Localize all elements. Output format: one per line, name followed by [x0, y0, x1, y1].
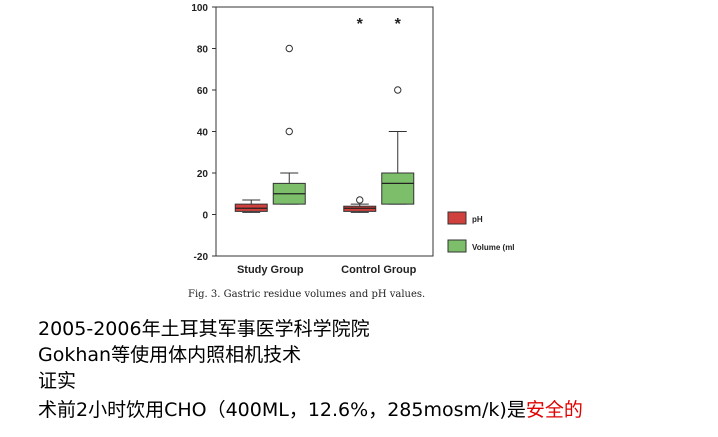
figure-caption: Fig. 3. Gastric residue volumes and pH v… — [188, 289, 426, 300]
outlier-point — [285, 127, 293, 136]
outlier-point — [356, 196, 364, 204]
slide-text-line-2: Gokhan等使用体内照相机技术 — [38, 344, 302, 366]
legend-swatch — [447, 239, 467, 253]
y-tick-label: 60 — [197, 86, 209, 97]
slide-text-line-4: 术前2小时饮用CHO（400ML，12.6%，285mosm/k)是安全的 — [38, 398, 583, 422]
box-volume — [381, 172, 415, 205]
outlier-point — [394, 86, 402, 94]
outlier-point — [285, 44, 293, 53]
slide-text-line-1: 2005-2006年土耳其军事医学科学院院 — [38, 318, 370, 340]
legend-label: pH — [472, 215, 483, 224]
x-category-label: Study Group — [237, 264, 304, 276]
y-tick-label: 0 — [202, 211, 208, 222]
figure: -20 0 20 40 60 80 100 Study Group Control Group *… — [175, 0, 535, 300]
significance-asterisk: * — [395, 16, 402, 33]
slide-text-line-4-highlight: 安全的 — [525, 399, 583, 421]
slide-text-line-3: 证实 — [38, 370, 77, 392]
legend-label: Volume (ml — [472, 243, 515, 252]
y-tick-label: 40 — [197, 128, 209, 139]
y-tick-label: 20 — [197, 169, 209, 180]
legend-swatch — [447, 211, 467, 225]
boxplot-chart: -20 0 20 40 60 80 100 Study Group Control Group *… — [191, 3, 515, 276]
y-tick-label: -20 — [194, 252, 209, 263]
significance-asterisk: * — [357, 16, 364, 33]
y-tick-label: 100 — [191, 3, 208, 14]
x-category-label: Control Group — [341, 264, 416, 276]
slide-text-line-4-body: 术前2小时饮用CHO（400ML，12.6%，285mosm/k)是 — [38, 399, 526, 421]
y-tick-label: 80 — [197, 45, 209, 56]
